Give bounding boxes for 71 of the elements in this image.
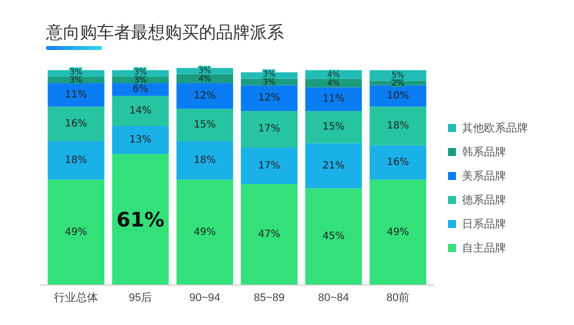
x-tick-label: 80~84 — [318, 292, 350, 304]
data-label: 12% — [194, 90, 216, 102]
data-label: 16% — [64, 118, 88, 130]
data-label: 4% — [327, 70, 340, 79]
legend-label: 自主品牌 — [462, 242, 506, 254]
data-label: 17% — [258, 124, 280, 135]
data-label: 3% — [70, 75, 83, 84]
data-label: 18% — [194, 154, 216, 166]
bar — [370, 180, 426, 285]
data-label: 3% — [134, 75, 148, 84]
bar — [112, 154, 169, 285]
bar — [112, 126, 169, 154]
data-label: 10% — [386, 90, 410, 102]
data-label: 3% — [70, 67, 83, 76]
data-label: 6% — [132, 84, 148, 95]
bar — [176, 180, 234, 285]
data-label: 15% — [194, 119, 216, 130]
chart-title: 意向购车者最想购买的品牌派系 — [45, 23, 284, 43]
legend-label: 德系品牌 — [462, 194, 506, 206]
bar — [370, 145, 426, 180]
data-label: 3% — [134, 67, 148, 76]
x-tick-label: 行业总体 — [54, 291, 98, 304]
data-label: 47% — [258, 229, 280, 240]
data-label: 3% — [198, 66, 212, 76]
data-label: 5% — [392, 70, 405, 80]
data-label: 17% — [258, 160, 280, 172]
data-label: 16% — [386, 157, 410, 168]
x-tick-label: 85~89 — [254, 292, 285, 304]
bar — [48, 180, 104, 285]
bar — [305, 143, 362, 188]
bar — [112, 96, 169, 126]
bar — [112, 83, 169, 96]
bar — [176, 141, 234, 180]
data-label: 15% — [322, 122, 345, 133]
data-label: 21% — [322, 160, 345, 172]
bar — [370, 106, 426, 146]
data-label: 13% — [129, 134, 152, 146]
x-tick-label: 95后 — [128, 291, 152, 304]
bar — [48, 83, 104, 107]
data-label: 12% — [258, 92, 280, 104]
data-label: 11% — [322, 94, 345, 105]
data-label: 49% — [386, 226, 410, 238]
data-label: 61% — [116, 207, 164, 232]
x-tick-label: 90~94 — [189, 292, 220, 304]
bar — [48, 141, 104, 180]
data-label: 18% — [64, 154, 88, 166]
bar — [240, 184, 298, 285]
data-label: 11% — [64, 89, 88, 100]
data-label: 49% — [64, 226, 88, 238]
bar — [240, 147, 298, 184]
legend-label: 其他欧系品牌 — [462, 122, 528, 134]
bar — [176, 108, 234, 142]
data-label: 18% — [386, 120, 410, 132]
bar — [240, 85, 298, 111]
bar — [370, 85, 426, 107]
bar — [305, 87, 362, 111]
legend-label: 日系品牌 — [462, 218, 506, 230]
legend-label: 美系品牌 — [462, 170, 506, 182]
data-label: 4% — [198, 74, 212, 84]
data-label: 14% — [129, 105, 152, 116]
bar — [240, 110, 298, 148]
data-label: 3% — [262, 77, 276, 86]
data-label: 4% — [327, 78, 340, 88]
bar — [48, 106, 104, 142]
x-tick-label: 80前 — [386, 292, 410, 304]
legend-label: 韩系品牌 — [462, 146, 506, 158]
bar — [176, 83, 234, 109]
data-label: 45% — [322, 231, 345, 242]
bar — [305, 188, 362, 285]
bar — [305, 110, 362, 144]
data-label: 49% — [194, 226, 216, 238]
